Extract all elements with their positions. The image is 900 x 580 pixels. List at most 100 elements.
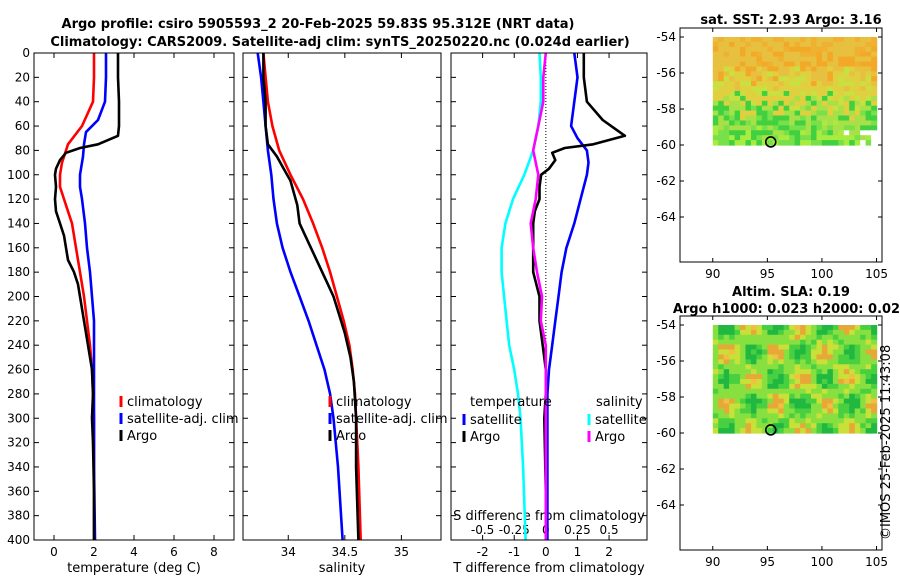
sla_map-cell — [800, 359, 807, 365]
sst_map-cell — [718, 130, 725, 136]
sla_map-cell — [816, 379, 823, 385]
sla_map-cell — [767, 344, 774, 351]
sst_map-cell — [740, 46, 747, 53]
sst_map-cell — [772, 46, 779, 53]
sla_map-cell — [865, 334, 872, 341]
sla_map-cell — [871, 418, 878, 424]
sla_map-cell — [772, 369, 779, 375]
sst_map-cell — [843, 95, 850, 102]
sst_map-cell — [849, 100, 856, 107]
sst_map-cell — [843, 140, 850, 146]
sst_map-cell — [860, 130, 867, 136]
sst_map-cell — [816, 95, 823, 102]
sst_map-cell — [794, 37, 801, 43]
sla_map-cell — [843, 383, 850, 390]
sst_map-cell — [821, 71, 828, 77]
sla_map-cell — [843, 428, 850, 434]
sst_map-cell — [811, 51, 818, 58]
sst_map-cell — [712, 95, 719, 102]
sst_map-cell — [734, 120, 741, 126]
sst_map-cell — [789, 140, 796, 146]
sst_map-cell — [734, 140, 741, 146]
sst_map-cell — [794, 81, 801, 87]
sla_map-cell — [800, 334, 807, 341]
sla_map-cell — [805, 403, 812, 409]
sla_map-cell — [723, 344, 730, 351]
sst_map-cell — [745, 91, 752, 97]
sla_map-cell — [734, 344, 741, 351]
sst_map-cell — [865, 100, 872, 107]
sst_map-cell — [756, 130, 763, 136]
sst_map-cell — [740, 76, 747, 82]
sst_map-cell — [800, 120, 807, 126]
sla_map-cell — [827, 408, 834, 414]
sla_map-cell — [756, 428, 763, 434]
sst_map-cell — [729, 56, 736, 63]
sst_map-cell — [778, 100, 785, 107]
sst_map-cell — [712, 100, 719, 107]
sst_map-cell — [871, 76, 878, 82]
sst_map-cell — [849, 56, 856, 63]
sst_map-cell — [729, 140, 736, 146]
sst_map-cell — [860, 135, 867, 141]
sst_map-cell — [816, 86, 823, 92]
sst_map-cell — [800, 95, 807, 102]
sla_map-cell — [849, 334, 856, 341]
sla_map-cell — [843, 339, 850, 346]
sla_map-cell — [756, 374, 763, 380]
sst_map-cell — [751, 71, 758, 77]
sst_map-cell — [794, 51, 801, 58]
sst_map-cell — [729, 51, 736, 58]
sst_map-cell — [805, 41, 812, 48]
sla_map-cell — [827, 334, 834, 341]
sst_map-cell — [778, 140, 785, 146]
sla_map-cell — [827, 329, 834, 336]
sst_map-cell — [860, 95, 867, 102]
sst_map-cell — [745, 115, 752, 121]
sst_map-cell — [740, 81, 747, 87]
sst_map-cell — [800, 86, 807, 92]
sla_map-cell — [827, 325, 834, 331]
sst_map-xtick-label: 90 — [705, 267, 720, 281]
sst_map-cell — [734, 110, 741, 117]
salinity-legend-satellite-label: satellite-adj. clim — [336, 412, 448, 427]
sla_map-cell — [783, 393, 790, 400]
sst_map-cell — [745, 105, 752, 112]
sla_map-cell — [783, 354, 790, 360]
sst_map-cell — [729, 71, 736, 77]
sla_map-cell — [860, 413, 867, 419]
sst_map-cell — [865, 51, 872, 58]
sla_map-cell — [756, 334, 763, 341]
sst_map-cell — [849, 140, 856, 146]
sla_map-cell — [800, 393, 807, 400]
sla_map-cell — [794, 383, 801, 390]
sla_map-cell — [843, 344, 850, 351]
sst_map-cell — [816, 130, 823, 136]
sst_map-cell — [756, 46, 763, 53]
depth-tick-label: 220 — [7, 314, 30, 328]
sla_map-cell — [789, 408, 796, 414]
sst_map-cell — [854, 66, 861, 72]
sst_map-cell — [821, 56, 828, 63]
sst_map-cell — [783, 115, 790, 121]
sst_map-cell — [751, 135, 758, 141]
sst_map-cell — [849, 71, 856, 77]
sla_map-cell — [871, 428, 878, 434]
sst_map-cell — [756, 37, 763, 43]
sla_map-cell — [712, 374, 719, 380]
sla_map-cell — [718, 379, 725, 385]
sla_map-cell — [772, 354, 779, 360]
sst_map-cell — [712, 110, 719, 117]
sla_map-cell — [745, 408, 752, 414]
sst_map-cell — [789, 100, 796, 107]
sst_map-cell — [772, 86, 779, 92]
difference-legend-t-argo-label: Argo — [470, 430, 500, 445]
sla_map-cell — [827, 403, 834, 409]
sst_map-cell — [860, 105, 867, 112]
sst_map-cell — [843, 115, 850, 121]
sla_map-cell — [740, 334, 747, 341]
sla_map-cell — [740, 339, 747, 346]
sst_map-cell — [718, 76, 725, 82]
sla_map-cell — [871, 408, 878, 414]
sst_map-cell — [745, 37, 752, 43]
